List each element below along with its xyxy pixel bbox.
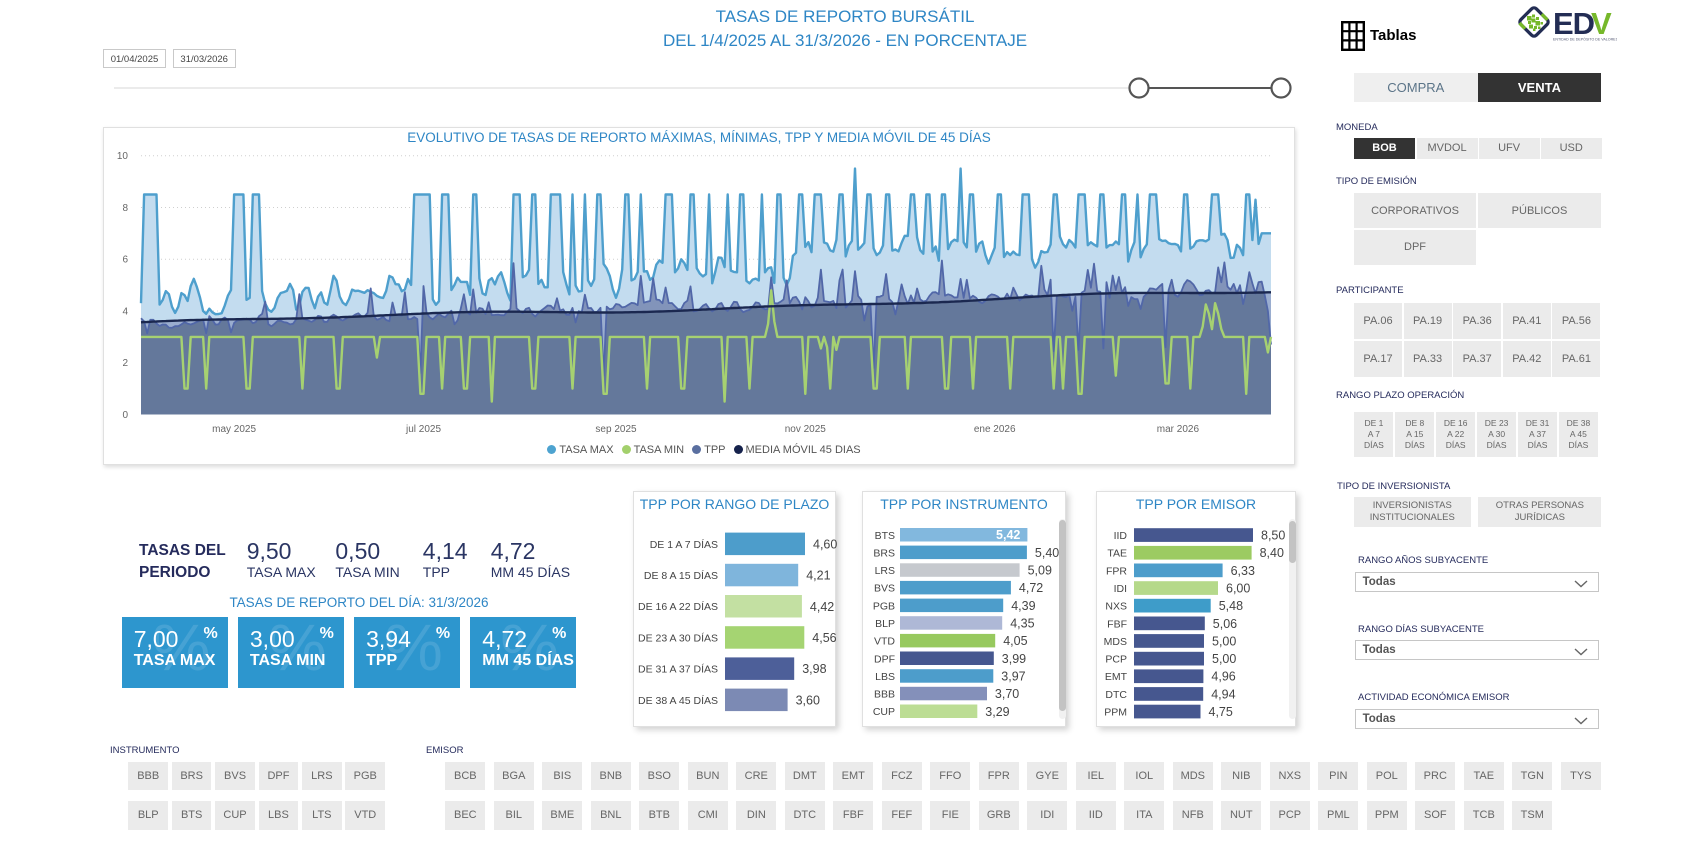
svg-text:DPF: DPF <box>874 653 895 665</box>
svg-text:jul 2025: jul 2025 <box>405 424 441 435</box>
svg-text:PGB: PGB <box>873 600 895 612</box>
svg-text:4,94: 4,94 <box>1211 687 1235 701</box>
svg-text:mar 2026: mar 2026 <box>1157 424 1200 435</box>
svg-text:3,29: 3,29 <box>985 705 1009 719</box>
svg-text:DE 38 A 45 DÍAS: DE 38 A 45 DÍAS <box>638 694 718 707</box>
svg-text:5,00: 5,00 <box>1212 652 1236 666</box>
svg-text:5,06: 5,06 <box>1213 617 1237 631</box>
svg-text:4,96: 4,96 <box>1211 670 1235 684</box>
svg-text:0: 0 <box>122 410 128 421</box>
svg-text:DTC: DTC <box>1105 689 1127 701</box>
svg-text:4,72: 4,72 <box>1019 581 1043 595</box>
svg-text:NXS: NXS <box>1105 601 1127 613</box>
svg-text:3,70: 3,70 <box>995 687 1019 701</box>
svg-text:5,48: 5,48 <box>1219 599 1243 613</box>
svg-text:V: V <box>1591 6 1612 41</box>
svg-text:6: 6 <box>122 255 128 266</box>
svg-text:8: 8 <box>122 203 128 214</box>
svg-text:IID: IID <box>1114 530 1128 542</box>
svg-text:5,00: 5,00 <box>1212 634 1236 648</box>
svg-text:DE 31 A 37 DÍAS: DE 31 A 37 DÍAS <box>638 663 718 676</box>
svg-text:4,35: 4,35 <box>1010 617 1034 631</box>
svg-text:BVS: BVS <box>874 583 895 595</box>
svg-text:sep 2025: sep 2025 <box>595 424 637 435</box>
svg-text:TAE: TAE <box>1107 548 1127 560</box>
svg-text:4,05: 4,05 <box>1003 634 1027 648</box>
svg-text:4,39: 4,39 <box>1011 599 1035 613</box>
svg-text:6,00: 6,00 <box>1226 582 1250 596</box>
svg-text:LBS: LBS <box>875 671 895 683</box>
svg-text:3,60: 3,60 <box>796 693 820 707</box>
svg-text:BLP: BLP <box>875 618 895 630</box>
svg-text:DE 23 A 30 DÍAS: DE 23 A 30 DÍAS <box>638 631 718 644</box>
svg-text:5,40: 5,40 <box>1035 546 1059 560</box>
svg-text:3,99: 3,99 <box>1002 652 1026 666</box>
svg-text:ENTIDAD DE DEPÓSITO DE VALORES: ENTIDAD DE DEPÓSITO DE VALORES <box>1553 37 1617 42</box>
svg-text:LRS: LRS <box>875 565 895 577</box>
svg-text:FPR: FPR <box>1106 565 1127 577</box>
svg-text:10: 10 <box>117 151 129 162</box>
svg-text:EMT: EMT <box>1105 671 1128 683</box>
svg-text:may 2025: may 2025 <box>212 424 256 435</box>
svg-text:3,97: 3,97 <box>1001 669 1025 683</box>
svg-text:PCP: PCP <box>1105 654 1127 666</box>
svg-text:4,42: 4,42 <box>810 600 834 614</box>
svg-text:4,75: 4,75 <box>1209 705 1233 719</box>
svg-text:CUP: CUP <box>873 706 895 718</box>
svg-text:BBB: BBB <box>874 689 895 701</box>
svg-text:2: 2 <box>122 358 128 369</box>
svg-text:BRS: BRS <box>873 547 895 559</box>
svg-text:5,09: 5,09 <box>1028 564 1052 578</box>
svg-text:ene 2026: ene 2026 <box>974 424 1016 435</box>
svg-text:4,56: 4,56 <box>812 631 836 645</box>
svg-text:VTD: VTD <box>874 636 895 648</box>
svg-text:5,42: 5,42 <box>996 528 1020 542</box>
svg-text:4: 4 <box>122 307 128 318</box>
svg-text:DE 16 A 22 DÍAS: DE 16 A 22 DÍAS <box>638 600 718 613</box>
svg-text:ED: ED <box>1553 6 1595 41</box>
svg-text:PPM: PPM <box>1104 707 1127 719</box>
svg-text:8,50: 8,50 <box>1261 529 1285 543</box>
svg-text:3,98: 3,98 <box>802 662 826 676</box>
svg-text:BTS: BTS <box>875 530 895 542</box>
svg-text:6,33: 6,33 <box>1231 564 1255 578</box>
svg-text:nov 2025: nov 2025 <box>785 424 827 435</box>
svg-text:IDI: IDI <box>1114 583 1127 595</box>
svg-text:MDS: MDS <box>1104 636 1127 648</box>
svg-text:4,21: 4,21 <box>806 569 830 583</box>
svg-text:DE 8 A 15 DÍAS: DE 8 A 15 DÍAS <box>644 569 718 582</box>
svg-text:FBF: FBF <box>1107 618 1127 630</box>
svg-text:4,60: 4,60 <box>813 537 837 551</box>
svg-text:8,40: 8,40 <box>1260 546 1284 560</box>
svg-text:DE 1 A 7 DÍAS: DE 1 A 7 DÍAS <box>650 538 718 551</box>
